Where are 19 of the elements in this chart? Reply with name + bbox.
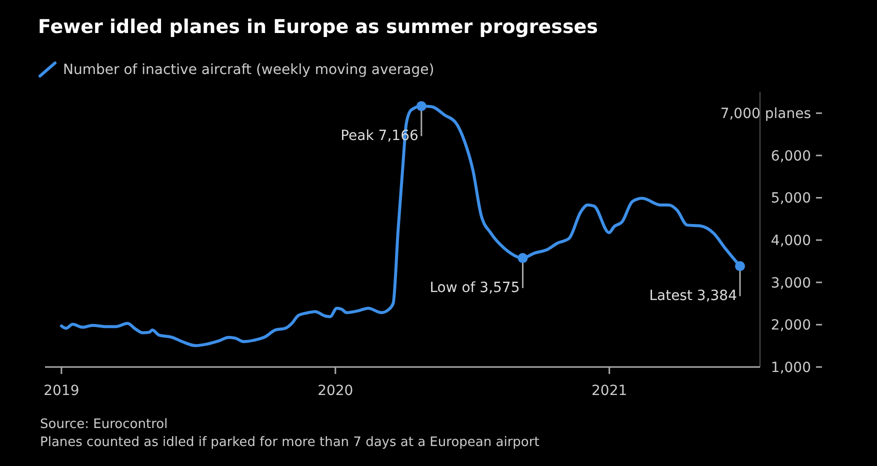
source-note: Source: Eurocontrol [40,417,168,432]
y-tick-label: 1,000 [770,360,811,376]
chart-title: Fewer idled planes in Europe as summer progresses [38,16,598,38]
annotation: Latest 3,384 [649,288,738,304]
legend-label: Number of inactive aircraft (weekly moving average) [63,62,434,78]
y-tick-label: 3,000 [770,275,811,292]
x-tick-label: 2019 [44,383,80,399]
y-tick-label: 7,000 planes [720,106,811,122]
x-tick-label: 2020 [318,383,354,399]
y-tick-label: 2,000 [770,318,811,334]
point [735,261,745,272]
text: Planes counted as idled if parked for more than 7 days at a European airport [40,435,540,450]
annotation: Low of 3,575 [430,280,520,296]
y-tick-label: 5,000 [770,190,811,207]
x-tick-label: 2021 [592,383,628,399]
y-tick-label: 4,000 [770,232,811,249]
point [518,253,528,264]
y-tick-label: 6,000 [770,148,811,164]
point [416,101,426,112]
